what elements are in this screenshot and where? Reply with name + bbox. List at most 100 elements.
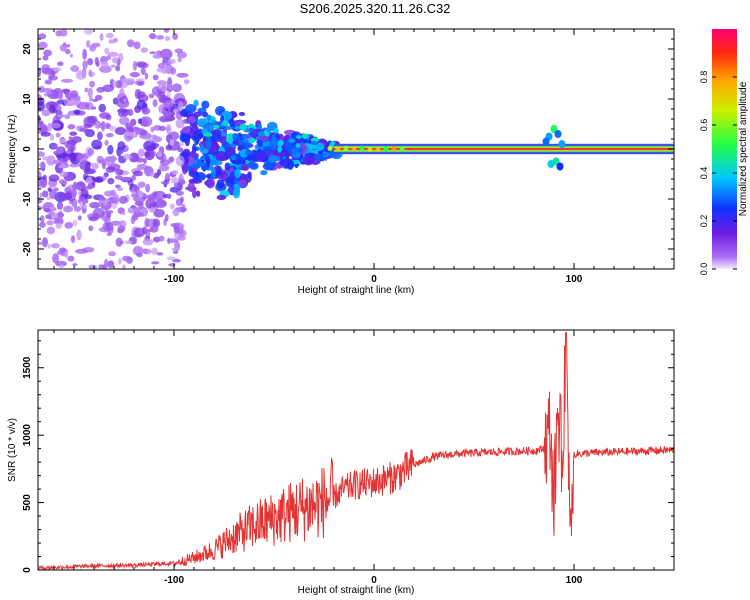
spectrogram-cell: [75, 70, 87, 80]
spectrogram-cell: [72, 219, 78, 227]
spectrogram-cell: [64, 113, 71, 120]
spectrogram-cell: [175, 118, 185, 129]
spectrogram-cell: [65, 150, 71, 154]
spectrogram-cell: [166, 256, 176, 261]
spectrogram-cell: [172, 209, 180, 217]
spectrogram-cell: [122, 255, 131, 262]
spectrogram-cell: [96, 86, 106, 93]
spectrogram-cell: [106, 232, 112, 236]
spectrogram-cell: [248, 127, 255, 132]
y-tick-label: 20: [22, 43, 33, 55]
spectrogram-cell: [156, 94, 163, 99]
spectrogram-cell: [211, 119, 216, 124]
spectrogram-cell: [201, 100, 210, 109]
spectrogram-cell: [160, 96, 167, 101]
spectrogram-cell: [130, 204, 136, 209]
spectrogram-cell: [105, 222, 110, 229]
y-tick-label: -10: [22, 191, 33, 206]
spectrogram-cell: [59, 171, 69, 178]
spectrogram-cell: [138, 190, 144, 199]
spectrogram-cell: [83, 204, 87, 209]
spectrogram-cell: [110, 64, 116, 68]
spectrogram-cell: [73, 109, 81, 115]
spectrogram-cell: [47, 122, 52, 132]
spectrogram-cell: [69, 131, 78, 136]
spectrogram-cell: [117, 187, 123, 192]
spectrogram-cell: [48, 104, 56, 114]
spectrogram-cell: [218, 135, 228, 144]
spectrogram-cell: [143, 158, 147, 164]
spectrogram-cell: [144, 72, 149, 80]
spectrogram-cell: [89, 44, 96, 52]
spectrogram-cell: [51, 71, 56, 76]
spectrogram-cell: [172, 250, 179, 255]
spectrogram-cell: [229, 118, 235, 128]
spectrogram-cell: [119, 240, 124, 244]
spectrogram-cell: [279, 155, 285, 166]
spectrogram-cell: [262, 162, 276, 171]
spectrogram-cell: [91, 139, 103, 150]
spectrogram-cell: [53, 67, 62, 72]
x-tick-label: 100: [566, 575, 583, 586]
x-tick-label: -100: [164, 575, 184, 586]
spectrogram-cell: [116, 98, 130, 109]
spectrogram-cell: [119, 177, 132, 182]
spectrogram-cell: [151, 192, 157, 197]
ridge-blob: [343, 145, 349, 151]
spectrogram-cell: [285, 152, 290, 164]
spectrogram-cell: [46, 226, 56, 235]
spectrogram-cell: [272, 136, 279, 148]
spectrogram-cell: [148, 207, 156, 213]
spectrogram-cell: [112, 80, 117, 88]
snr-y-label: SNR (10 * v/v): [7, 418, 18, 482]
disturbance-blob: [558, 140, 566, 148]
spectrogram-cell: [78, 195, 86, 202]
spectrogram-cell: [210, 159, 223, 166]
spectrogram-cell: [59, 264, 64, 269]
spectrogram-cell: [39, 192, 43, 198]
spectrogram-cell: [152, 99, 158, 108]
spectrogram-cell: [115, 184, 121, 189]
spectrogram-cell: [102, 175, 107, 181]
spectrogram-cell: [152, 236, 161, 243]
spectrogram-cell: [65, 191, 73, 200]
spectrogram-cell: [51, 243, 60, 249]
spectrogram-cell: [160, 116, 167, 123]
spectrogram-cell: [38, 221, 46, 228]
spectrogram-cell: [89, 96, 93, 102]
spectrogram-y-label: Frequency (Hz): [7, 115, 18, 184]
spectrogram-cell: [178, 176, 182, 183]
spectrogram-cell: [151, 134, 158, 138]
spectrogram-cell: [50, 122, 61, 129]
spectrogram-cell: [146, 137, 155, 142]
spectrogram-cell: [149, 51, 157, 55]
colorbar-ticks: 0.0 0.2 0.4 0.6 0.8: [699, 71, 737, 275]
spectrogram-cell: [225, 146, 236, 156]
ridge-blob: [399, 146, 405, 152]
spectrogram-cell: [238, 111, 246, 117]
spectrogram-cell: [79, 200, 84, 208]
spectrogram-cell: [121, 211, 126, 216]
spectrogram-cell: [141, 107, 151, 115]
spectrogram-cell: [123, 98, 127, 103]
x-tick-label: 100: [566, 274, 583, 285]
ridge-blob: [367, 147, 373, 153]
spectrogram-cell: [242, 133, 248, 140]
spectrogram-cell: [257, 123, 262, 130]
spectrogram-cell: [117, 107, 125, 118]
spectrogram-cell: [47, 243, 51, 249]
spectrogram-cell: [136, 91, 146, 98]
spectrogram-cell: [313, 153, 326, 161]
spectrogram-cell: [152, 88, 157, 93]
spectrogram-cell: [79, 160, 91, 171]
spectrogram-cell: [135, 157, 145, 163]
spectrogram-cell: [193, 111, 203, 117]
spectrogram-cell: [38, 101, 45, 112]
spectrogram-cell: [170, 176, 179, 184]
spectrogram-cell: [86, 115, 98, 124]
spectrogram-cell: [136, 252, 143, 258]
spectrogram-cell: [76, 101, 90, 110]
spectrogram-cell: [272, 128, 279, 134]
spectrogram-cell: [167, 237, 171, 245]
